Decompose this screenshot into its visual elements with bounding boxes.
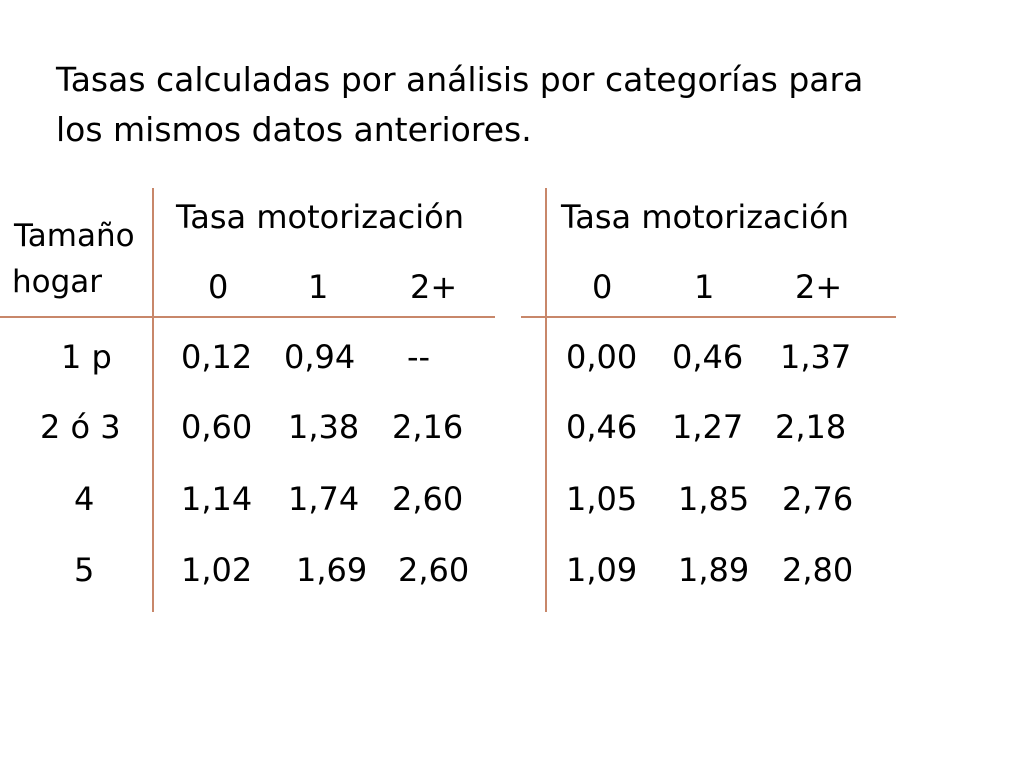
table2-cell: 2,80 xyxy=(782,551,854,589)
row-label-2: 2 ó 3 xyxy=(40,408,121,446)
table1-cell: 2,16 xyxy=(392,408,464,446)
table1-vertical-rule xyxy=(152,188,154,612)
table1-cell: 2,60 xyxy=(392,480,464,518)
table1-col-1: 1 xyxy=(308,268,329,306)
table2-cell: 2,76 xyxy=(782,480,854,518)
table2-cell: 2,18 xyxy=(775,408,847,446)
table1-cell: 1,02 xyxy=(181,551,253,589)
table1-cell: 2,60 xyxy=(398,551,470,589)
table1-cell: -- xyxy=(407,338,431,376)
table2-cell: 0,00 xyxy=(566,338,638,376)
table1-cell: 1,74 xyxy=(288,480,360,518)
slide-title-line-1: Tasas calculadas por análisis por catego… xyxy=(56,60,864,99)
row-header-line-2: hogar xyxy=(12,264,103,300)
table2-col-2: 2+ xyxy=(795,268,843,306)
row-label-3: 4 xyxy=(74,480,95,518)
table2-cell: 0,46 xyxy=(672,338,744,376)
table2-cell: 1,89 xyxy=(678,551,750,589)
table2-vertical-rule xyxy=(545,188,547,612)
table2-cell: 1,05 xyxy=(566,480,638,518)
table2-cell: 1,85 xyxy=(678,480,750,518)
table1-col-2: 2+ xyxy=(410,268,458,306)
table1-cell: 1,14 xyxy=(181,480,253,518)
slide-title-line-2: los mismos datos anteriores. xyxy=(56,110,532,149)
table1-cell: 0,12 xyxy=(181,338,253,376)
table2-col-1: 1 xyxy=(694,268,715,306)
table2-cell: 1,37 xyxy=(780,338,852,376)
table2-header: Tasa motorización xyxy=(561,198,849,236)
table2-col-0: 0 xyxy=(592,268,613,306)
table1-header: Tasa motorización xyxy=(176,198,464,236)
table2-header-rule xyxy=(521,316,896,318)
table1-cell: 1,38 xyxy=(288,408,360,446)
row-label-1: 1 p xyxy=(61,338,112,376)
table2-cell: 0,46 xyxy=(566,408,638,446)
table2-cell: 1,09 xyxy=(566,551,638,589)
table1-cell: 0,94 xyxy=(284,338,356,376)
row-label-4: 5 xyxy=(74,551,95,589)
table1-cell: 0,60 xyxy=(181,408,253,446)
table2-cell: 1,27 xyxy=(672,408,744,446)
table1-col-0: 0 xyxy=(208,268,229,306)
row-header-line-1: Tamaño xyxy=(14,218,135,254)
table1-header-rule xyxy=(0,316,495,318)
table1-cell: 1,69 xyxy=(296,551,368,589)
